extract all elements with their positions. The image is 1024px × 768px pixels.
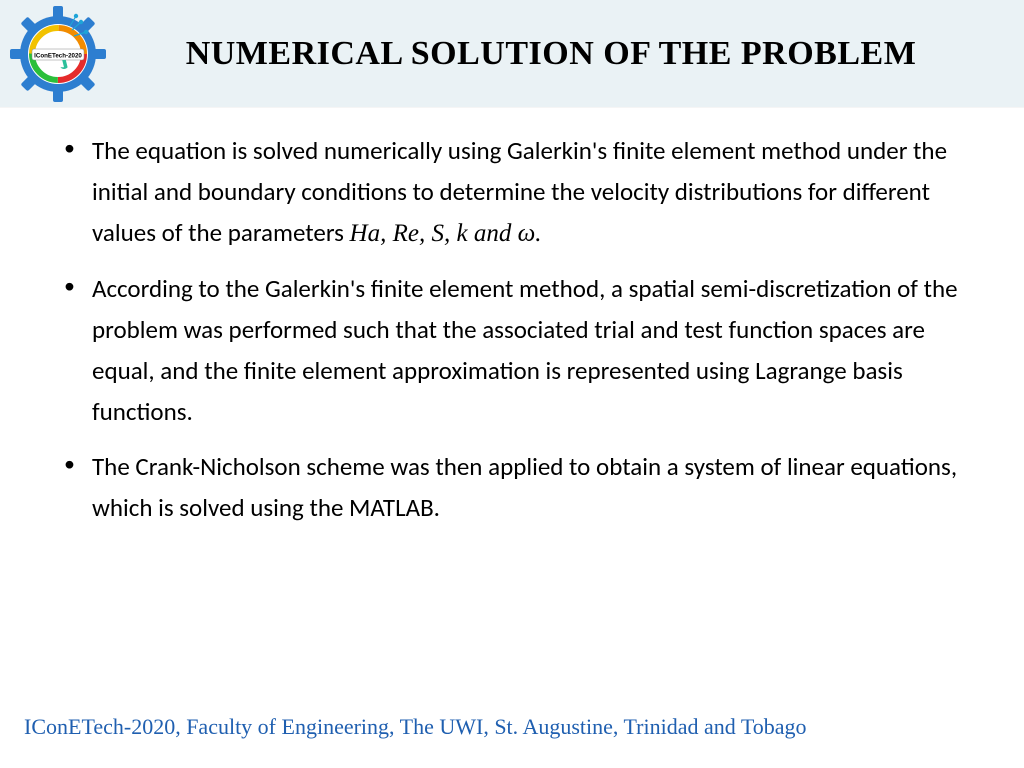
bullet-list: The equation is solved numerically using… [50,130,974,528]
bullet-params: Ha, Re, S, k and ω. [350,220,542,247]
slide-title: NUMERICAL SOLUTION OF THE PROBLEM [118,35,1024,73]
bullet-item: According to the Galerkin's finite eleme… [50,268,974,432]
bullet-item: The Crank-Nicholson scheme was then appl… [50,446,974,528]
svg-text:IConETech-2020: IConETech-2020 [34,52,82,59]
bullet-text: The Crank-Nicholson scheme was then appl… [92,451,957,523]
bullet-item: The equation is solved numerically using… [50,130,974,254]
slide-body: The equation is solved numerically using… [0,108,1024,528]
slide-footer: IConETech-2020, Faculty of Engineering, … [24,714,807,740]
slide-header-band: IConETech-2020 NUMERICAL SOLUTION OF THE… [0,0,1024,108]
conference-logo: IConETech-2020 [8,4,108,104]
bullet-text: According to the Galerkin's finite eleme… [92,273,958,427]
